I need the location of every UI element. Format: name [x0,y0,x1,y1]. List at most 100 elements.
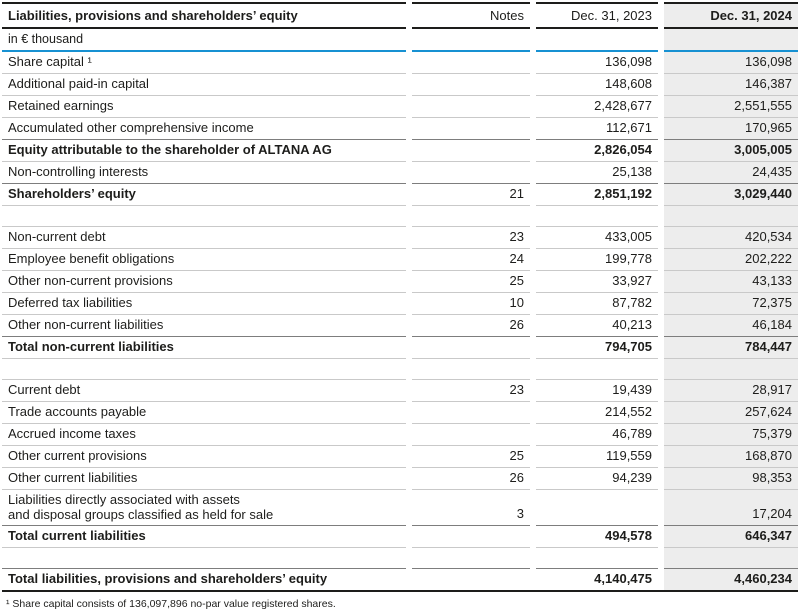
row-value-2024 [664,358,798,379]
row-value-2023: 794,705 [536,336,658,358]
row-notes [412,547,530,568]
table-row: Total non-current liabilities 794,705 784,… [2,336,798,358]
balance-sheet-table: Liabilities, provisions and shareholders… [2,2,798,592]
row-value-2023: 25,138 [536,161,658,183]
row-value-2024: 3,029,440 [664,183,798,205]
table-row: Total current liabilities 494,578 646,347 [2,525,798,547]
row-label: Share capital ¹ [2,50,406,73]
row-value-2024: 75,379 [664,423,798,445]
row-label: Employee benefit obligations [2,248,406,270]
row-label: Accrued income taxes [2,423,406,445]
row-label [2,358,406,379]
header-col-notes: Notes [412,2,530,27]
row-value-2024 [664,547,798,568]
row-notes: 25 [412,445,530,467]
row-value-2024: 646,347 [664,525,798,547]
row-label: Additional paid-in capital [2,73,406,95]
row-value-2023: 2,826,054 [536,139,658,161]
row-notes: 26 [412,467,530,489]
row-notes: 21 [412,183,530,205]
row-notes [412,139,530,161]
row-value-2024: 202,222 [664,248,798,270]
row-value-2024: 46,184 [664,314,798,336]
row-value-2023: 94,239 [536,467,658,489]
row-notes: 23 [412,379,530,401]
row-value-2023: 2,851,192 [536,183,658,205]
row-label: Other current liabilities [2,467,406,489]
unit-2023-cell [536,27,658,50]
table-row: Liabilities directly associated with ass… [2,489,798,525]
table-row: Trade accounts payable 214,552 257,624 [2,401,798,423]
row-notes [412,95,530,117]
row-value-2024: 2,551,555 [664,95,798,117]
row-notes [412,117,530,139]
row-value-2023 [536,205,658,226]
unit-label: in € thousand [2,27,406,50]
row-notes [412,568,530,590]
row-value-2024: 170,965 [664,117,798,139]
header-col-label: Liabilities, provisions and shareholders… [2,2,406,27]
row-value-2024: 420,534 [664,226,798,248]
table-row: Total liabilities, provisions and shareh… [2,568,798,590]
unit-notes-cell [412,27,530,50]
row-value-2023: 46,789 [536,423,658,445]
row-notes [412,358,530,379]
spacer-row [2,547,798,568]
header-col-2024: Dec. 31, 2024 [664,2,798,27]
row-label: Non-controlling interests [2,161,406,183]
row-label: Retained earnings [2,95,406,117]
row-value-2024: 98,353 [664,467,798,489]
row-value-2023: 119,559 [536,445,658,467]
row-label: Other non-current provisions [2,270,406,292]
table-row: Accrued income taxes 46,789 75,379 [2,423,798,445]
row-value-2023: 112,671 [536,117,658,139]
row-label: Trade accounts payable [2,401,406,423]
row-notes [412,205,530,226]
row-value-2024: 4,460,234 [664,568,798,590]
row-label: Equity attributable to the shareholder o… [2,139,406,161]
table-row: Other current liabilities 26 94,239 98,353 [2,467,798,489]
row-value-2023: 2,428,677 [536,95,658,117]
table-row: Non-current debt 23 433,005 420,534 [2,226,798,248]
row-value-2023: 148,608 [536,73,658,95]
row-value-2023: 199,778 [536,248,658,270]
row-notes: 3 [412,489,530,525]
row-notes: 10 [412,292,530,314]
row-label: Total current liabilities [2,525,406,547]
row-value-2024: 168,870 [664,445,798,467]
table-row: Other current provisions 25 119,559 168,870 [2,445,798,467]
row-value-2024: 146,387 [664,73,798,95]
row-label: Accumulated other comprehensive income [2,117,406,139]
row-notes [412,525,530,547]
table-row: Shareholders’ equity 21 2,851,192 3,029,440 [2,183,798,205]
row-notes [412,73,530,95]
row-notes [412,336,530,358]
row-notes: 26 [412,314,530,336]
row-value-2023: 33,927 [536,270,658,292]
row-value-2024: 3,005,005 [664,139,798,161]
table-row: Equity attributable to the shareholder o… [2,139,798,161]
row-value-2024: 24,435 [664,161,798,183]
row-notes [412,401,530,423]
footnote: ¹ Share capital consists of 136,097,896 … [6,598,336,610]
row-label: Current debt [2,379,406,401]
row-label: Other current provisions [2,445,406,467]
row-value-2024 [664,205,798,226]
table-row: Accumulated other comprehensive income 11… [2,117,798,139]
row-value-2023: 40,213 [536,314,658,336]
table-row: Other non-current provisions 25 33,927 43,1… [2,270,798,292]
spacer-row [2,358,798,379]
row-value-2023: 87,782 [536,292,658,314]
table-row: Employee benefit obligations 24 199,778 202… [2,248,798,270]
spacer-row [2,205,798,226]
table-row: Other non-current liabilities 26 40,213 46,… [2,314,798,336]
row-value-2023: 494,578 [536,525,658,547]
table-row: Retained earnings 2,428,677 2,551,555 [2,95,798,117]
row-label: Total non-current liabilities [2,336,406,358]
row-value-2024: 28,917 [664,379,798,401]
table-row: Additional paid-in capital 148,608 146,387 [2,73,798,95]
row-value-2024: 43,133 [664,270,798,292]
unit-row: in € thousand [2,27,798,50]
row-value-2023: 136,098 [536,50,658,73]
row-value-2024: 17,204 [664,489,798,525]
